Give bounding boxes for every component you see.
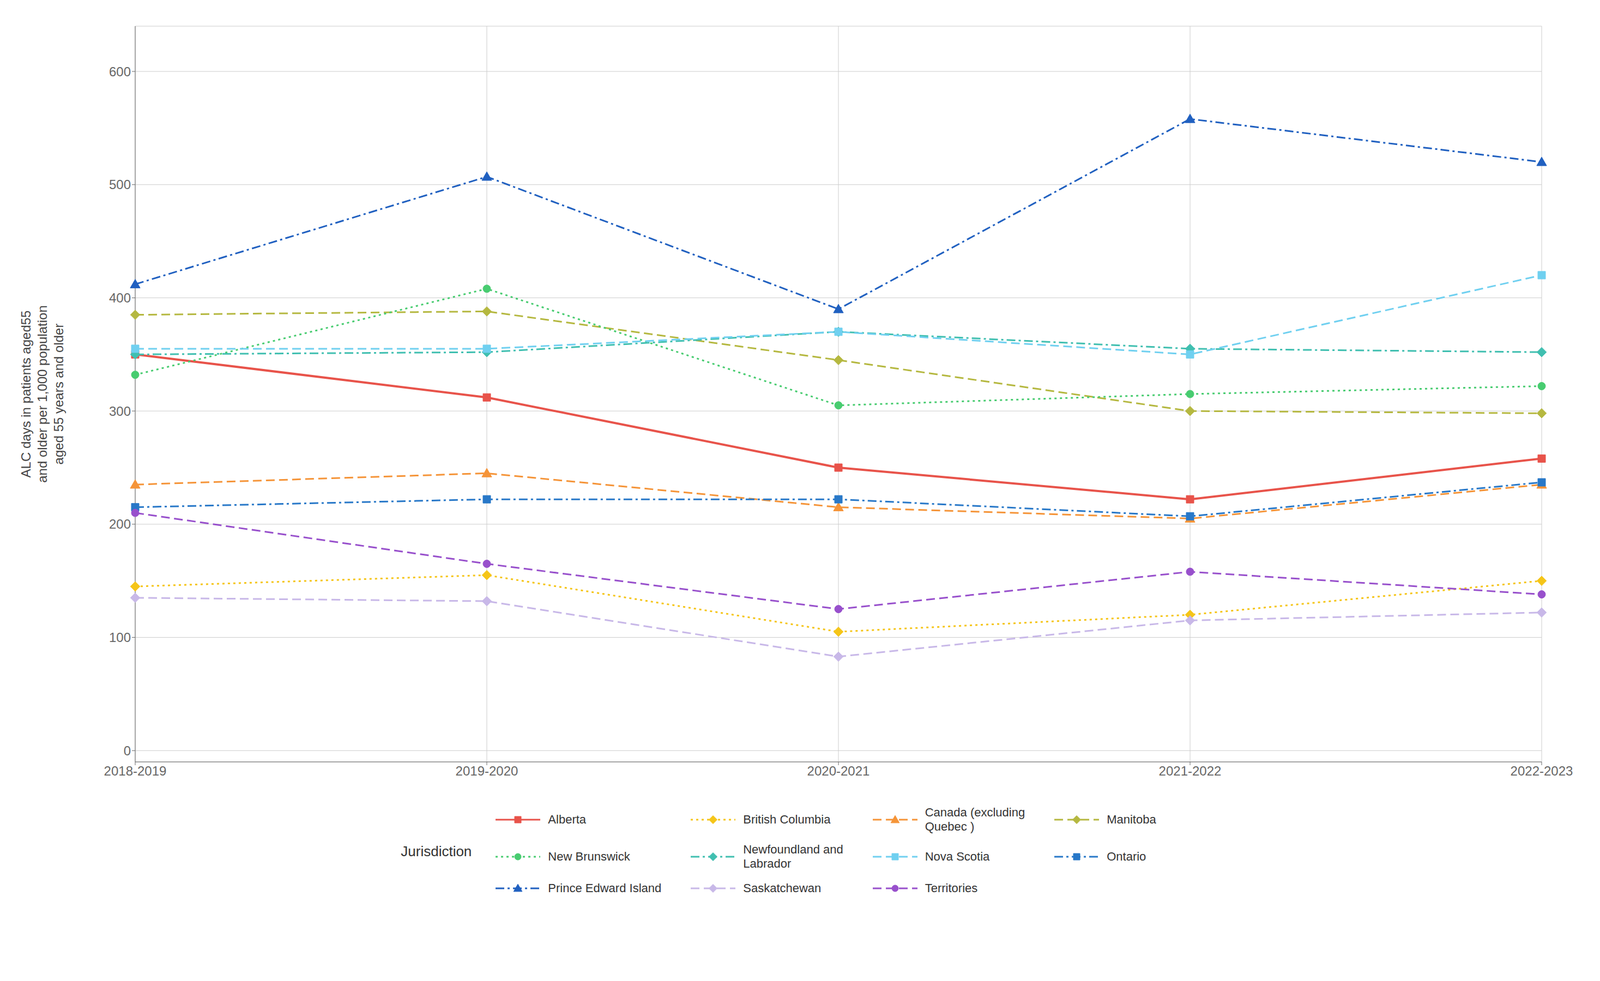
- svg-text:100: 100: [109, 630, 131, 645]
- html-text:New Brunswick: New Brunswick: [548, 849, 631, 864]
- html-text:Saskatchewan: Saskatchewan: [743, 881, 822, 896]
- svg-text:0: 0: [123, 743, 131, 759]
- svg-text:600: 600: [109, 64, 131, 80]
- html-text:Territories: Territories: [924, 881, 978, 896]
- svg-text:2020-2021: 2020-2021: [807, 763, 871, 779]
- html-text:Manitoba: Manitoba: [1106, 812, 1157, 827]
- svg-text:2021-2022: 2021-2022: [1158, 763, 1222, 779]
- html-text:Newfoundland and Labrador: Newfoundland and Labrador: [743, 842, 844, 871]
- html-text:Ontario: Ontario: [1106, 849, 1147, 864]
- svg-text:2019-2020: 2019-2020: [455, 763, 519, 779]
- html-text:Jurisdiction: Jurisdiction: [400, 843, 472, 860]
- svg-text:ALC days in patients aged55and: ALC days in patients aged55and older per…: [18, 305, 66, 483]
- svg-text:2018-2019: 2018-2019: [104, 763, 167, 779]
- svg-text:300: 300: [109, 403, 131, 419]
- html-text:British Columbia: British Columbia: [743, 812, 831, 827]
- svg-text:2022-2023: 2022-2023: [1510, 763, 1574, 779]
- html-text:Alberta: Alberta: [548, 812, 587, 827]
- html-text:Canada (excluding Quebec ): Canada (excluding Quebec ): [924, 805, 1025, 834]
- html-text:Prince Edward Island: Prince Edward Island: [548, 881, 662, 896]
- svg-text:500: 500: [109, 177, 131, 192]
- svg-text:400: 400: [109, 290, 131, 306]
- svg-text:200: 200: [109, 516, 131, 532]
- html-text:Nova Scotia: Nova Scotia: [924, 849, 990, 864]
